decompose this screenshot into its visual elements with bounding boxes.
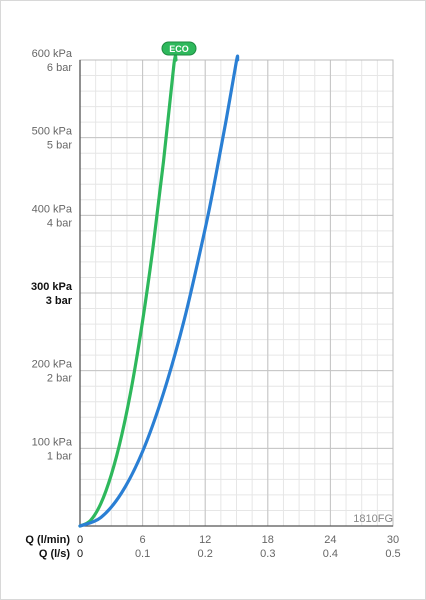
x-tick-label-ls: 0.3: [260, 548, 275, 560]
x-axis-title-lmin: Q (l/min): [25, 534, 70, 546]
y-tick-label-bar: 3 bar: [46, 295, 73, 307]
y-tick-label-bar: 6 bar: [47, 62, 72, 74]
y-tick-label-bar: 5 bar: [47, 140, 72, 152]
eco-badge-pill: [161, 41, 197, 56]
y-tick-label-kpa: 200 kPa: [32, 359, 73, 371]
x-tick-label-ls: 0.1: [135, 548, 150, 560]
y-tick-label-kpa: 400 kPa: [32, 203, 73, 215]
x-tick-label-lmin: 24: [324, 534, 336, 546]
x-tick-label-ls: 0.2: [198, 548, 213, 560]
x-axis-title-ls: Q (l/s): [39, 548, 71, 560]
x-tick-label-lmin: 0: [77, 534, 83, 546]
y-tick-label-bar: 2 bar: [47, 373, 72, 385]
y-tick-label-kpa: 100 kPa: [32, 436, 73, 448]
x-tick-label-lmin: 18: [262, 534, 274, 546]
y-tick-label-kpa: 600 kPa: [32, 48, 73, 60]
y-tick-label-kpa: 500 kPa: [32, 126, 73, 138]
x-tick-label-lmin: 30: [387, 534, 399, 546]
x-tick-label-ls: 0: [77, 548, 83, 560]
y-tick-label-bar: 1 bar: [47, 450, 72, 462]
eco-badge-label: ECO: [169, 44, 189, 54]
y-tick-label-kpa: 300 kPa: [31, 281, 73, 293]
x-tick-label-lmin: 12: [199, 534, 211, 546]
y-axis-labels: 100 kPa 1 bar 200 kPa 2 bar 300 kPa 3 bar 400 …: [31, 48, 73, 462]
series-lines: [78, 54, 240, 528]
eco-badge: ECO: [161, 41, 197, 56]
x-tick-label-ls: 0.5: [385, 548, 400, 560]
model-code-label: 1810FG: [353, 513, 393, 525]
y-tick-label-bar: 4 bar: [47, 217, 72, 229]
eco-series-line: [78, 54, 178, 528]
x-tick-label-ls: 0.4: [323, 548, 338, 560]
x-tick-label-lmin: 6: [140, 534, 146, 546]
standard-series-line: [78, 54, 240, 528]
x-axis-labels: 0 0 6 0.1 12 0.2 18 0.3 24 0.4 30 0.5: [77, 534, 401, 560]
